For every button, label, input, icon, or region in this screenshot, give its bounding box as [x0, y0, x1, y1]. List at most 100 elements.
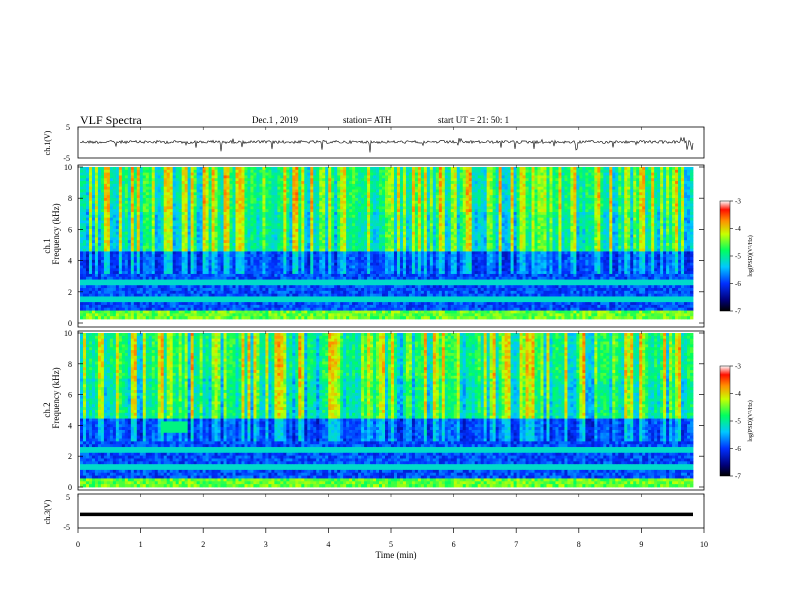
spectrogram-cell	[262, 175, 266, 179]
spectrogram-cell	[489, 169, 494, 174]
spectrogram-cell	[408, 189, 413, 193]
spectrogram-cell	[594, 181, 598, 185]
spectrogram-cell	[504, 209, 508, 213]
spectrogram-cell	[388, 167, 392, 171]
spectrogram-cell	[483, 228, 488, 233]
spectrogram-cell	[193, 226, 198, 230]
spectrogram-cell	[214, 212, 218, 216]
spectrogram-cell	[97, 178, 102, 182]
spectrogram-cell	[642, 172, 646, 176]
spectrogram-cell	[633, 214, 637, 219]
spectrogram-cell	[157, 217, 162, 221]
spectrogram-cell	[106, 189, 111, 193]
spectrogram-cell	[85, 200, 90, 204]
spectrogram-cell	[289, 169, 293, 174]
spectrogram-cell	[618, 192, 622, 196]
spectrogram-cell	[396, 212, 401, 216]
spectrogram-cell	[633, 212, 637, 216]
spectrogram-cell	[573, 175, 577, 179]
spectrogram-cell	[579, 231, 583, 235]
spectrogram-cell	[498, 212, 503, 216]
spectrogram-cell	[238, 178, 242, 182]
spectrogram-cell	[453, 220, 458, 224]
spectrogram-cell	[316, 206, 320, 210]
spectrogram-cell	[558, 175, 562, 179]
spectrogram-cell	[525, 223, 529, 227]
spectrogram-cell	[483, 206, 488, 210]
spectrogram-cell	[256, 175, 260, 179]
spectrogram-cell	[262, 206, 266, 210]
spectrogram-cell	[567, 186, 571, 190]
spectrogram-cell	[262, 186, 266, 190]
spectrogram-cell	[154, 200, 159, 204]
spectrogram-cell	[561, 189, 565, 193]
spectrogram-cell	[136, 178, 141, 182]
spectrogram-cell	[370, 214, 374, 219]
spectrogram-cell	[684, 223, 688, 227]
spectrogram-cell	[594, 226, 598, 230]
spectrogram-cell	[367, 220, 371, 224]
spectrogram-cell	[121, 167, 126, 171]
spectrogram-cell	[615, 217, 619, 221]
spectrogram-cell	[124, 203, 129, 207]
spectrogram-cell	[546, 195, 550, 199]
spectrogram-cell	[115, 172, 120, 176]
spectrogram-cell	[202, 220, 206, 224]
spectrogram-cell	[187, 183, 192, 188]
spectrogram-cell	[585, 169, 589, 174]
spectrogram-cell	[660, 220, 664, 224]
spectrogram-cell	[244, 175, 248, 179]
spectrogram-cell	[504, 189, 508, 193]
spectrogram-cell	[100, 189, 105, 193]
spectrogram-cell	[262, 181, 266, 185]
spectrogram-cell	[367, 172, 371, 176]
spectrogram-cell	[253, 195, 257, 199]
spectrogram-cell	[160, 192, 165, 196]
spectrogram-cell	[304, 200, 308, 204]
spectrogram-cell	[633, 189, 637, 193]
spectrogram-cell	[292, 206, 296, 210]
spectrogram-cell	[540, 175, 544, 179]
spectrogram-cell	[151, 212, 156, 216]
spectrogram-cell	[229, 212, 233, 216]
spectrogram-cell	[151, 169, 156, 174]
spectrogram-cell	[549, 212, 553, 216]
spectrogram-cell	[373, 183, 377, 188]
spectrogram-cell	[106, 212, 111, 216]
spectrogram-cell	[223, 192, 227, 196]
spectrogram-cell	[145, 212, 150, 216]
spectrogram-cell	[528, 172, 532, 176]
spectrogram-cell	[103, 197, 108, 202]
spectrogram-cell	[534, 189, 538, 193]
spectrogram-cell	[576, 186, 580, 190]
spectrogram-cell	[370, 231, 374, 235]
spectrogram-cell	[675, 169, 679, 174]
spectrogram-cell	[265, 200, 269, 204]
spectrogram-cell	[468, 231, 473, 235]
spectrogram-cell	[202, 186, 206, 190]
spectrogram-cell	[274, 212, 278, 216]
spectrogram-cell	[612, 197, 616, 202]
spectrogram-cell	[130, 192, 135, 196]
spectrogram-cell	[456, 206, 461, 210]
spectrogram-cell	[399, 178, 404, 182]
spectrogram-cell	[480, 169, 485, 174]
spectrogram-cell	[331, 206, 335, 210]
spectrogram-cell	[118, 197, 123, 202]
spectrogram-cell	[456, 228, 461, 233]
spectrogram-cell	[190, 172, 195, 176]
spectrogram-cell	[199, 214, 203, 219]
spectrogram-cell	[340, 172, 344, 176]
spectrogram-cell	[501, 183, 506, 188]
spectrogram-cell	[286, 195, 290, 199]
spectrogram-cell	[295, 186, 299, 190]
spectrogram-cell	[361, 195, 365, 199]
spectrogram-cell	[187, 181, 192, 185]
spectrogram-cell	[121, 189, 126, 193]
spectrogram-cell	[361, 228, 365, 233]
spectrogram-cell	[396, 228, 401, 233]
spectrogram-cell	[402, 200, 407, 204]
spectrogram-cell	[459, 226, 464, 230]
spectrogram-cell	[456, 214, 461, 219]
spectrogram-cell	[298, 181, 302, 185]
